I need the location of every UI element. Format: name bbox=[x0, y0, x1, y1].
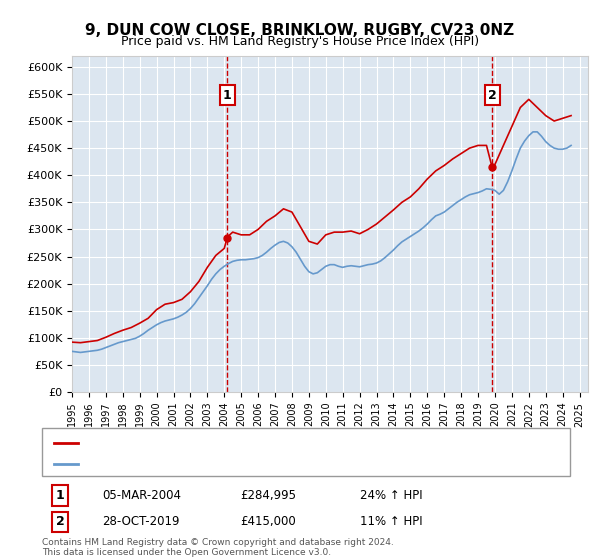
Text: HPI: Average price, detached house, Rugby: HPI: Average price, detached house, Rugb… bbox=[84, 459, 310, 469]
Text: 05-MAR-2004: 05-MAR-2004 bbox=[102, 489, 181, 502]
Text: 1: 1 bbox=[56, 489, 64, 502]
Text: 11% ↑ HPI: 11% ↑ HPI bbox=[360, 515, 422, 529]
Text: £415,000: £415,000 bbox=[240, 515, 296, 529]
Text: 1: 1 bbox=[223, 88, 232, 101]
Text: 24% ↑ HPI: 24% ↑ HPI bbox=[360, 489, 422, 502]
Text: 2: 2 bbox=[488, 88, 496, 101]
Text: £284,995: £284,995 bbox=[240, 489, 296, 502]
Text: 9, DUN COW CLOSE, BRINKLOW, RUGBY, CV23 0NZ (detached house): 9, DUN COW CLOSE, BRINKLOW, RUGBY, CV23 … bbox=[84, 438, 445, 447]
Text: 28-OCT-2019: 28-OCT-2019 bbox=[102, 515, 179, 529]
Text: Price paid vs. HM Land Registry's House Price Index (HPI): Price paid vs. HM Land Registry's House … bbox=[121, 35, 479, 49]
Text: Contains HM Land Registry data © Crown copyright and database right 2024.
This d: Contains HM Land Registry data © Crown c… bbox=[42, 538, 394, 557]
Text: 9, DUN COW CLOSE, BRINKLOW, RUGBY, CV23 0NZ: 9, DUN COW CLOSE, BRINKLOW, RUGBY, CV23 … bbox=[85, 24, 515, 38]
Text: 2: 2 bbox=[56, 515, 64, 529]
